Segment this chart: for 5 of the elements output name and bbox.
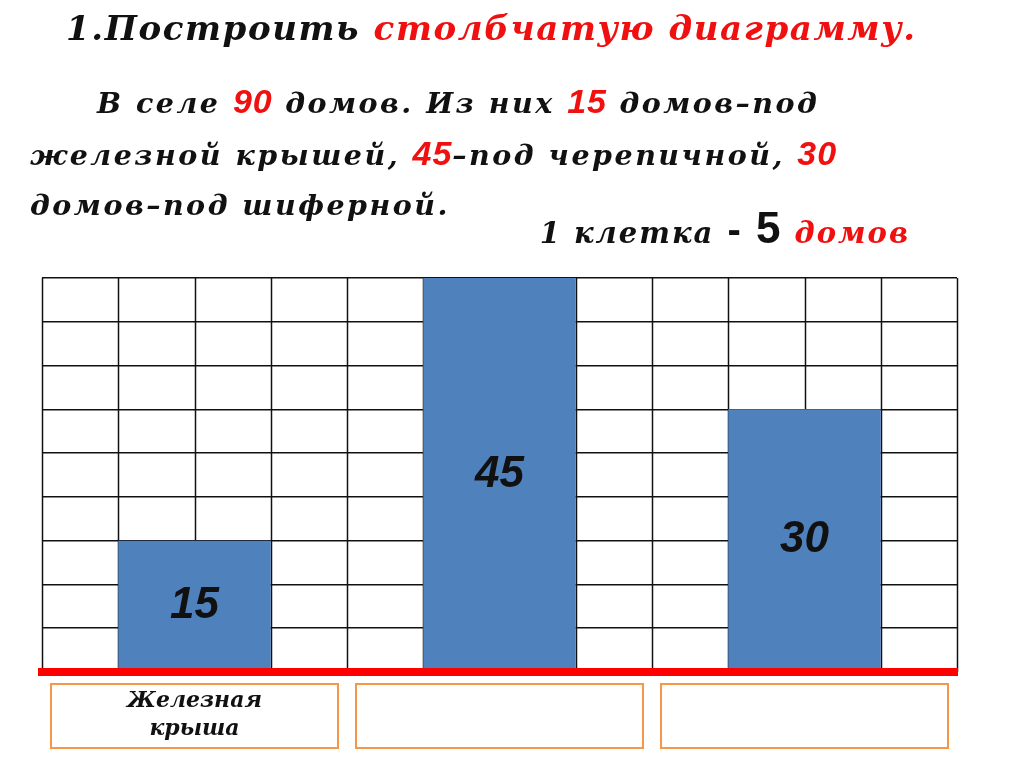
x-tick-label: Железная крыша [125,686,262,740]
chart-title: 1.Построить столбчатую диаграмму. [66,8,917,48]
data-label: 45 [474,446,525,496]
data-label: 15 [170,578,220,628]
data-label: 30 [780,512,830,562]
